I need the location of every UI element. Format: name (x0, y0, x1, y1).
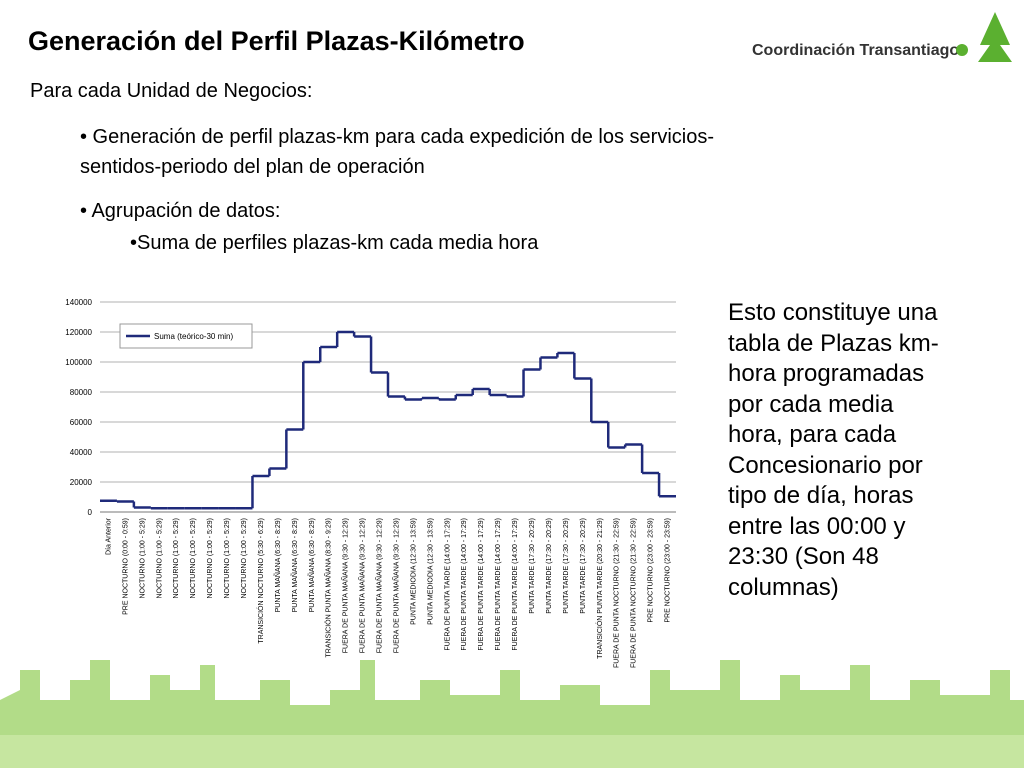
x-tick-label: PUNTA MAÑANA (6:30 - 8:29) (307, 518, 316, 612)
y-tick-label: 140000 (65, 298, 92, 307)
side-line: 23:30 (Son 48 (728, 543, 879, 570)
side-line: Esto constituye una (728, 299, 938, 326)
x-tick-label: NOCTURNO (1:00 - 5:29) (156, 518, 163, 599)
x-tick-label: PUNTA TARDE (17:30 - 20:29) (546, 518, 553, 614)
side-line: columnas) (728, 573, 839, 601)
x-tick-label: PUNTA TARDE (17:30 - 20:29) (580, 518, 587, 614)
bullet: • Generación de perfil plazas-km para ca… (80, 126, 714, 148)
side-line: por cada media (728, 390, 894, 418)
x-tick-label: FUERA DE PUNTA TARDE (14:00 - 17:29) (444, 518, 451, 651)
x-tick-label: FUERA DE PUNTA MAÑANA (9:30 - 12:29) (375, 518, 384, 653)
x-tick-label: PUNTA MAÑANA (6:30 - 8:29) (273, 518, 282, 612)
x-tick-label: FUERA DE PUNTA MAÑANA (9:30 - 12:29) (358, 518, 367, 653)
x-tick-label: NOCTURNO (1:00 - 5:29) (190, 518, 197, 599)
y-tick-label: 0 (88, 508, 93, 517)
sub-bullet: •Suma de perfiles plazas-km cada media h… (130, 232, 539, 254)
x-tick-label: PRE NOCTURNO (23:00 - 23:59) (665, 518, 672, 623)
x-tick-label: TRANSICIÓN PUNTA TARDE (20:30 - 21:29) (595, 518, 604, 659)
x-tick-label: NOCTURNO (1:00 - 5:29) (173, 518, 180, 599)
x-tick-label: FUERA DE PUNTA NOCTURNO (21:30 - 22:59) (631, 518, 638, 668)
side-line: hora, para cada (728, 421, 897, 448)
slide-title: Generación del Perfil Plazas-Kilómetro (28, 26, 525, 56)
x-tick-label: FUERA DE PUNTA MAÑANA (9:30 - 12:29) (391, 518, 400, 653)
y-tick-label: 40000 (70, 448, 93, 457)
y-tick-label: 120000 (65, 328, 92, 337)
y-tick-label: 60000 (70, 418, 93, 427)
x-tick-label: PUNTA MEDIODIA (12:30 - 13:59) (410, 518, 417, 625)
x-tick-label: FUERA DE PUNTA MAÑANA (9:30 - 12:29) (341, 518, 350, 653)
side-line: tipo de día, horas (728, 482, 914, 509)
y-tick-label: 80000 (70, 388, 93, 397)
y-tick-label: 20000 (70, 478, 93, 487)
x-tick-label: PRE NOCTURNO (23:00 - 23:59) (648, 518, 655, 623)
x-tick-label: FUERA DE PUNTA NOCTURNO (21:30 - 22:59) (614, 518, 621, 668)
bullet: • Agrupación de datos: (80, 200, 281, 222)
tree-icon (978, 12, 1012, 62)
people-icon (956, 44, 968, 56)
x-tick-label: FUERA DE PUNTA TARDE (14:00 - 17:29) (478, 518, 485, 651)
x-tick-label: NOCTURNO (1:00 - 5:29) (241, 518, 248, 599)
logo: Coordinación Transantiago (752, 42, 959, 59)
x-tick-label: Día Anterior (105, 517, 112, 555)
ground (0, 735, 1024, 768)
x-tick-label: PUNTA MEDIODIA (12:30 - 13:59) (427, 518, 434, 625)
x-tick-label: FUERA DE PUNTA TARDE (14:00 - 17:29) (461, 518, 468, 651)
legend-label: Suma (teórico-30 min) (154, 332, 233, 341)
bullet: sentidos-periodo del plan de operación (80, 156, 425, 178)
x-tick-label: PUNTA TARDE (17:30 - 20:29) (529, 518, 536, 614)
side-line: tabla de Plazas km- (728, 329, 939, 357)
side-line: Concesionario por (728, 451, 923, 479)
x-tick-label: PUNTA MAÑANA (6:30 - 8:29) (290, 518, 299, 612)
x-tick-label: PUNTA TARDE (17:30 - 20:29) (563, 518, 570, 614)
x-tick-label: NOCTURNO (1:00 - 5:29) (139, 518, 146, 599)
x-tick-label: TRANSICIÓN PUNTA MAÑANA (8:30 - 9:29) (324, 518, 333, 658)
subtitle: Para cada Unidad de Negocios: (30, 80, 313, 102)
x-tick-label: PRE NOCTURNO (0:00 - 0:59) (122, 518, 129, 615)
x-tick-label: NOCTURNO (1:00 - 5:29) (207, 518, 214, 599)
side-text: Esto constituye una tabla de Plazas km-ho… (728, 298, 939, 603)
side-line: entre las 00:00 y (728, 512, 906, 540)
x-tick-label: TRANSICIÓN NOCTURNO (5:30 - 6:29) (256, 518, 265, 644)
x-tick-label: FUERA DE PUNTA TARDE (14:00 - 17:29) (495, 518, 502, 651)
x-tick-label: FUERA DE PUNTA TARDE (14:00 - 17:29) (512, 518, 519, 651)
y-tick-label: 100000 (65, 358, 92, 367)
side-line: hora programadas (728, 360, 925, 387)
x-tick-label: NOCTURNO (1:00 - 5:29) (224, 518, 231, 599)
